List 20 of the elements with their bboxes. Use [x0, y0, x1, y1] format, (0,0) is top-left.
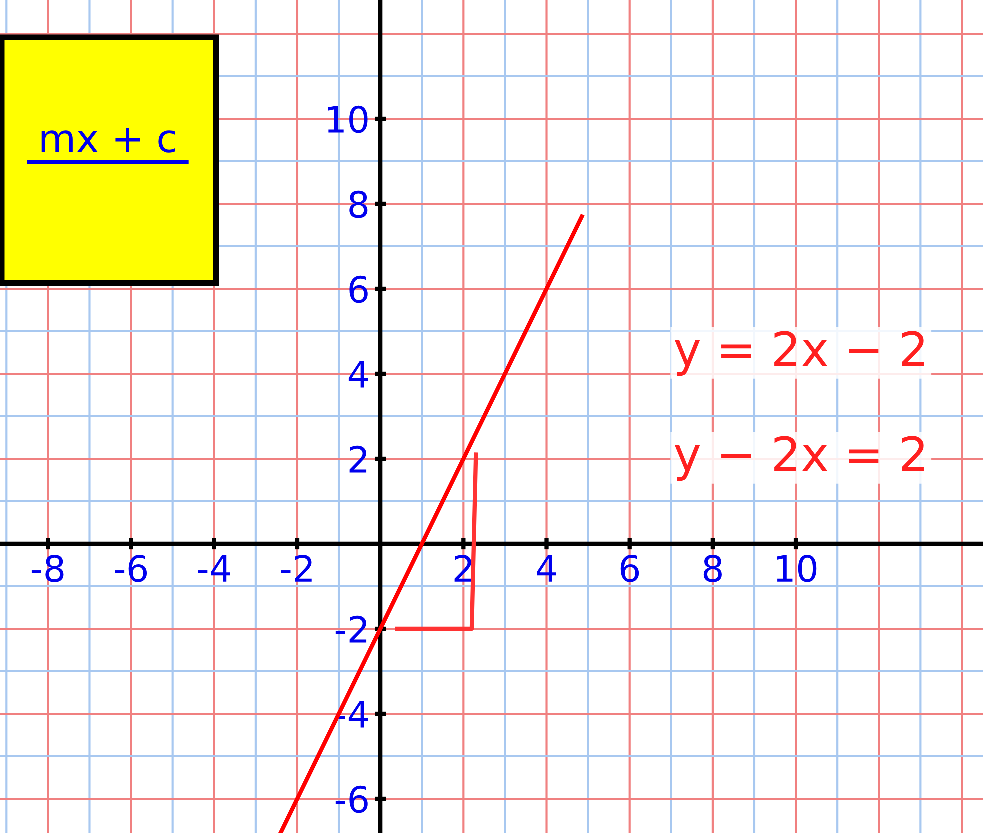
annotation: y = 2x − 2	[674, 331, 924, 376]
y-tick-label: 2	[350, 446, 367, 473]
x-tick-label: 6	[620, 555, 640, 582]
x-tick-label: -8	[32, 555, 64, 582]
y-tick-label: 6	[350, 276, 368, 304]
y-tick-label: -4	[336, 701, 368, 728]
y-tick-label: 4	[348, 361, 368, 388]
x-tick-label: -2	[281, 555, 312, 582]
y-tick-label: 8	[350, 190, 368, 218]
x-tick-label: 4	[537, 556, 556, 582]
annotation: y − 2x = 2	[674, 436, 924, 481]
x-tick-label: -4	[198, 556, 230, 582]
x-tick-label: 8	[704, 555, 722, 582]
x-tick-label: 2	[454, 555, 472, 582]
annotation: mx + c	[42, 128, 176, 153]
y-tick-label: -2	[336, 616, 367, 643]
y-tick-label: -6	[336, 786, 368, 814]
x-tick-label: 10	[777, 555, 817, 582]
y-tick-label: 10	[328, 106, 368, 134]
x-tick-label: -6	[115, 555, 148, 582]
